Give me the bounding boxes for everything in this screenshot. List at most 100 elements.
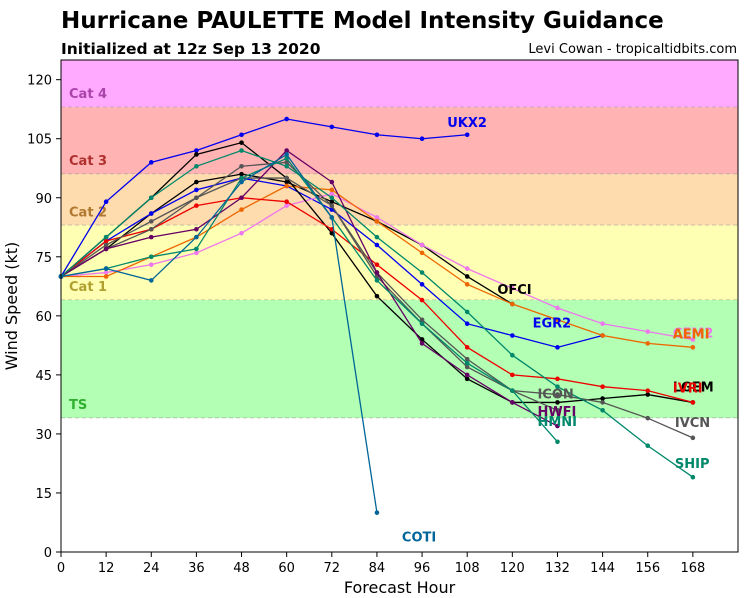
series-line-hmni	[60, 157, 558, 443]
data-point-ivri	[600, 384, 605, 389]
data-point-hmni	[374, 278, 380, 283]
data-point-lgem	[239, 140, 244, 145]
data-point-egr2	[464, 321, 470, 327]
x-tick-label: 48	[233, 561, 250, 576]
data-point-ukx2	[464, 132, 470, 138]
data-point-cem2	[600, 321, 605, 327]
data-point-coti	[148, 278, 154, 283]
y-tick-label: 45	[35, 369, 52, 384]
data-point-ivri	[555, 376, 560, 382]
x-tick-label: 168	[680, 561, 705, 576]
plot-frame	[60, 59, 739, 553]
data-point-hmni	[239, 175, 244, 181]
x-axis-ticks: 0 12 24 36 48 60 72 84 96 108 120 132 144 156 168	[57, 552, 705, 576]
series-line-hwfi	[60, 149, 558, 427]
band-cat-2	[61, 174, 738, 226]
data-point-lgem	[194, 152, 199, 157]
series-label-cem2: CEM2	[673, 326, 713, 341]
data-point-ivri	[374, 262, 380, 267]
data-point-cem2	[329, 191, 335, 197]
data-point-aemi	[103, 274, 109, 279]
data-point-hwfi	[239, 195, 244, 201]
data-point-ukx2	[419, 136, 425, 142]
data-point-ivcn	[103, 242, 109, 248]
data-point-lgem	[600, 396, 605, 401]
data-point-aemi	[690, 345, 696, 350]
data-point-hwfi	[464, 372, 470, 378]
data-point-ivri	[464, 345, 470, 350]
data-point-coti	[194, 234, 199, 240]
data-point-ship	[239, 148, 244, 153]
data-point-lgem	[464, 376, 470, 382]
series-label-hmni: HMNI	[537, 415, 577, 430]
data-point-ivcn	[284, 175, 289, 181]
data-point-aemi	[329, 187, 335, 193]
y-tick-label: 15	[35, 487, 52, 502]
series-label-hwfi: HWFI	[537, 405, 576, 420]
band-label: Cat 4	[69, 87, 107, 102]
data-point-hwfi	[148, 234, 154, 240]
data-point-aemi	[239, 207, 244, 212]
data-point-ofci	[329, 199, 335, 204]
series-line-ukx2	[60, 118, 468, 277]
data-point-icon	[555, 408, 560, 413]
data-point-hwfi	[555, 423, 560, 429]
data-point-ship	[555, 384, 560, 389]
data-point-lgem	[645, 392, 651, 397]
data-point-egr2	[148, 211, 154, 216]
data-point-hwfi	[374, 270, 380, 275]
data-point-cem2	[374, 215, 380, 220]
data-point-hwfi	[419, 341, 425, 346]
data-point-cem2	[645, 329, 651, 334]
band-cat-3	[61, 107, 738, 175]
data-point-ship	[374, 234, 380, 240]
x-tick-label: 132	[545, 561, 570, 576]
data-point-hwfi	[103, 246, 109, 252]
data-point-ivri	[645, 388, 651, 393]
x-tick-label: 0	[57, 561, 65, 576]
data-point-coti	[329, 215, 335, 220]
series-label-icon: ICON	[537, 387, 573, 402]
data-point-coti	[374, 510, 380, 515]
x-tick-label: 108	[455, 561, 480, 576]
data-point-ivcn	[555, 392, 560, 397]
data-point-egr2	[510, 333, 515, 338]
y-tick-label: 75	[35, 251, 52, 266]
data-point-ukx2	[103, 199, 109, 204]
data-point-ivcn	[600, 400, 605, 405]
data-point-ship	[103, 234, 109, 240]
data-point-icon	[284, 160, 289, 165]
x-tick-label: 60	[278, 561, 295, 576]
x-tick-label: 144	[590, 561, 615, 576]
data-point-ofci	[464, 274, 470, 279]
data-point-cem2	[148, 262, 154, 267]
data-point-ukx2	[194, 148, 199, 153]
data-point-ship	[510, 352, 515, 358]
data-point-icon	[148, 226, 154, 232]
data-point-ship	[194, 163, 199, 169]
data-point-cem2	[419, 242, 425, 248]
y-tick-label: 0	[44, 546, 52, 561]
x-tick-label: 72	[324, 561, 341, 576]
x-tick-label: 36	[188, 561, 205, 576]
data-point-egr2	[374, 242, 380, 248]
x-tick-label: 156	[635, 561, 660, 576]
band-ts	[61, 300, 738, 419]
data-point-hmni	[284, 156, 289, 161]
data-point-hwfi	[329, 179, 335, 185]
data-point-hmni	[148, 254, 154, 260]
data-point-egr2	[194, 187, 199, 193]
data-point-aemi	[284, 183, 289, 189]
data-point-ivri	[194, 203, 199, 208]
data-point-ivcn	[148, 219, 154, 224]
data-point-ship	[645, 443, 651, 449]
data-point-ship	[690, 474, 696, 480]
data-point-ivcn	[464, 364, 470, 370]
series-label-lgem: LGEM	[673, 380, 714, 395]
y-tick-label: 90	[35, 192, 52, 207]
band-below-ts	[61, 418, 738, 552]
series-line-coti	[60, 153, 378, 513]
y-axis-label: Wind Speed (kt)	[2, 242, 21, 371]
